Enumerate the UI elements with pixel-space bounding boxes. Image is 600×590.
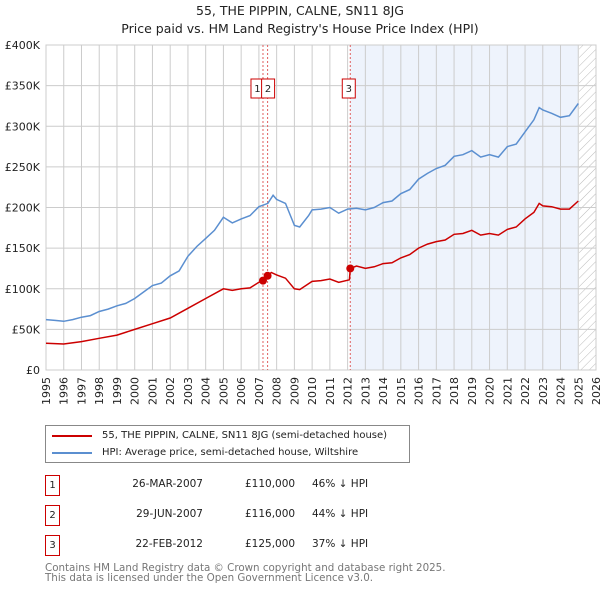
sale-badge: 2 xyxy=(45,505,60,526)
sale-point xyxy=(346,264,355,273)
plot-area: 1995 1996 1997 1998 1999 2000 2001 2002 2003 2004… xyxy=(5,39,600,405)
x-tick-label: 2016 xyxy=(413,377,426,405)
y-tick-label: £400K xyxy=(5,39,41,52)
sale-date: 26-MAR-2007 xyxy=(132,478,203,490)
x-tick-label: 2004 xyxy=(200,377,213,405)
sale-row: 2 29-JUN-2007 £116,000 44% ↓ HPI xyxy=(45,505,445,526)
x-tick-label: 2009 xyxy=(288,377,301,405)
x-tick-label: 2024 xyxy=(555,377,568,405)
y-tick-label: £50K xyxy=(12,323,41,336)
sale-badge-label: 1 xyxy=(254,84,260,95)
sale-hpi: 37% ↓ HPI xyxy=(312,538,369,550)
sale-point xyxy=(263,271,272,280)
x-tick-label: 2012 xyxy=(342,377,355,405)
legend-label-hpi: HPI: Average price, semi-detached house,… xyxy=(102,447,359,458)
x-tick-label: 2018 xyxy=(448,377,461,405)
x-tick-label: 2000 xyxy=(129,377,142,405)
hpi-line xyxy=(45,103,579,323)
plot-border xyxy=(45,44,597,371)
x-tick-label: 2025 xyxy=(572,377,585,405)
x-tick-label: 1996 xyxy=(58,377,71,405)
y-tick-label: £100K xyxy=(5,283,41,296)
sale-badge: 3 xyxy=(45,535,60,556)
x-tick-label: 2021 xyxy=(501,377,514,405)
sale-row: 1 26-MAR-2007 £110,000 46% ↓ HPI xyxy=(45,475,445,496)
footer-licence: This data is licensed under the Open Gov… xyxy=(45,572,374,584)
chart-subtitle: Price paid vs. HM Land Registry's House … xyxy=(121,21,479,36)
legend-label-property: 55, THE PIPPIN, CALNE, SN11 8JG (semi-de… xyxy=(102,430,388,441)
x-tick-label: 2002 xyxy=(164,377,177,405)
x-tick-label: 2013 xyxy=(359,377,372,405)
sale-row: 3 22-FEB-2012 £125,000 37% ↓ HPI xyxy=(45,535,445,556)
x-tick-label: 2005 xyxy=(217,377,230,405)
sale-price: £110,000 xyxy=(245,478,296,490)
x-tick-label: 2020 xyxy=(484,377,497,405)
x-tick-label: 2026 xyxy=(590,377,600,405)
sale-date: 22-FEB-2012 xyxy=(135,538,203,550)
x-tick-label: 2011 xyxy=(324,377,337,405)
x-tick-label: 2008 xyxy=(271,377,284,405)
sale-badge-box xyxy=(341,78,356,99)
y-tick-label: £300K xyxy=(5,120,41,133)
x-tick-label: 2001 xyxy=(146,377,159,405)
sale-date: 29-JUN-2007 xyxy=(136,508,203,520)
x-tick-label: 2003 xyxy=(182,377,195,405)
x-tick-label: 1995 xyxy=(40,377,53,405)
y-tick-label: £350K xyxy=(5,80,41,93)
y-tick-label: £0 xyxy=(26,364,40,377)
sale-hpi: 44% ↓ HPI xyxy=(312,508,369,520)
x-tick-label: 2017 xyxy=(430,377,443,405)
sale-hpi: 46% ↓ HPI xyxy=(312,478,369,490)
x-tick-label: 2014 xyxy=(377,377,390,405)
sale-badge: 1 xyxy=(45,475,60,496)
x-tick-label: 2010 xyxy=(306,377,319,405)
x-tick-label: 2015 xyxy=(395,377,408,405)
sale-badge-label: 2 xyxy=(265,84,271,95)
y-tick-label: £200K xyxy=(5,202,41,215)
legend: 55, THE PIPPIN, CALNE, SN11 8JG (semi-de… xyxy=(45,425,410,463)
x-tick-label: 2019 xyxy=(466,377,479,405)
footer-copyright: Contains HM Land Registry data © Crown c… xyxy=(45,562,446,574)
x-tick-label: 2023 xyxy=(537,377,550,405)
x-tick-label: 1998 xyxy=(93,377,106,405)
y-tick-label: £150K xyxy=(5,242,41,255)
sale-badge-label: 3 xyxy=(346,84,352,95)
y-tick-label: £250K xyxy=(5,161,41,174)
x-tick-label: 2022 xyxy=(519,377,532,405)
legend-swatch-hpi xyxy=(52,451,92,454)
x-tick-label: 1997 xyxy=(75,377,88,405)
sale-price: £125,000 xyxy=(245,538,296,550)
sale-badge-box xyxy=(261,78,276,99)
legend-swatch-property xyxy=(52,434,92,437)
chart-title: 55, THE PIPPIN, CALNE, SN11 8JG xyxy=(196,3,404,18)
x-tick-label: 2007 xyxy=(253,377,266,405)
sale-price: £116,000 xyxy=(245,508,296,520)
x-tick-label: 2006 xyxy=(235,377,248,405)
x-tick-label: 1999 xyxy=(111,377,124,405)
